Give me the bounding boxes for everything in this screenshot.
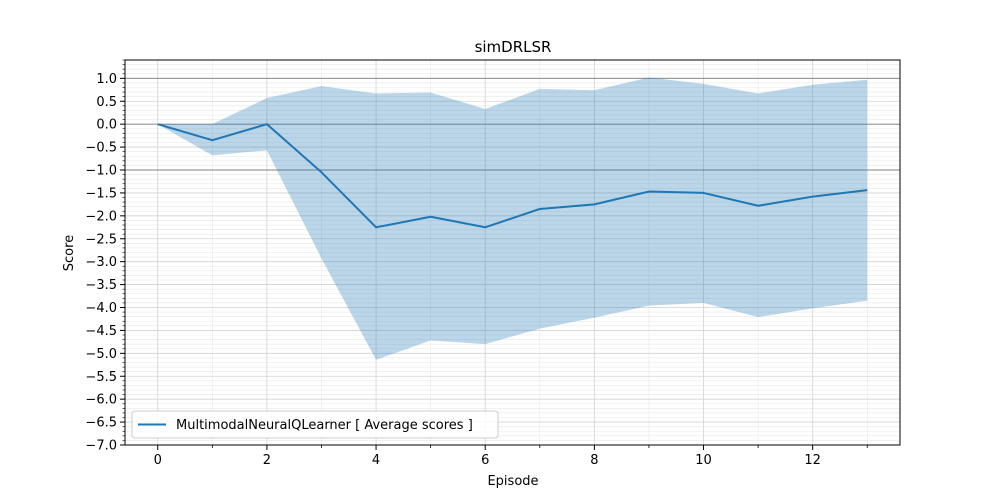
- y-tick-label: −1.5: [85, 186, 117, 201]
- y-tick-label: 0.0: [96, 118, 117, 133]
- y-tick-label: −6.5: [85, 416, 117, 431]
- y-tick-label: −2.5: [85, 232, 117, 247]
- y-tick-label: −4.0: [85, 301, 117, 316]
- plot-data: [157, 77, 868, 360]
- legend-box: [131, 410, 499, 439]
- y-tick-label: −3.5: [85, 278, 117, 293]
- y-tick-label: −5.0: [85, 347, 117, 362]
- y-tick-label: −6.0: [85, 393, 117, 408]
- y-tick-label: −7.0: [85, 439, 117, 454]
- y-tick-label: −3.0: [85, 255, 117, 270]
- legend: MultimodalNeuralQLearner [ Average score…: [131, 410, 499, 439]
- y-tick-label: 0.5: [96, 95, 117, 110]
- y-tick-label: −5.5: [85, 370, 117, 385]
- x-axis-ticks: 0 2 4 6 8 10 12: [154, 445, 868, 468]
- y-tick-label: −2.0: [85, 209, 117, 224]
- y-axis-ticks: 1.0 0.5 0.0 −0.5 −1.0 −1.5 −2.0 −2.5 −3.0 −3.5 −4.…: [85, 59, 125, 454]
- x-tick-label: 0: [154, 453, 162, 468]
- y-tick-label: −4.5: [85, 324, 117, 339]
- x-axis-title: Episode: [487, 474, 538, 489]
- x-tick-label: 10: [695, 453, 712, 468]
- x-tick-label: 6: [481, 453, 489, 468]
- legend-label: MultimodalNeuralQLearner [ Average score…: [176, 418, 473, 433]
- x-tick-label: 2: [263, 453, 271, 468]
- x-tick-label: 12: [804, 453, 821, 468]
- x-tick-label: 8: [590, 453, 598, 468]
- average-score-line: [157, 123, 868, 229]
- x-tick-label: 4: [372, 453, 380, 468]
- y-tick-label: −1.0: [85, 164, 117, 179]
- chart-title: simDRLSR: [475, 38, 552, 56]
- y-axis-title: Score: [62, 235, 77, 271]
- reference-lines: [125, 77, 900, 171]
- y-tick-label: −0.5: [85, 141, 117, 156]
- y-tick-label: 1.0: [96, 72, 117, 87]
